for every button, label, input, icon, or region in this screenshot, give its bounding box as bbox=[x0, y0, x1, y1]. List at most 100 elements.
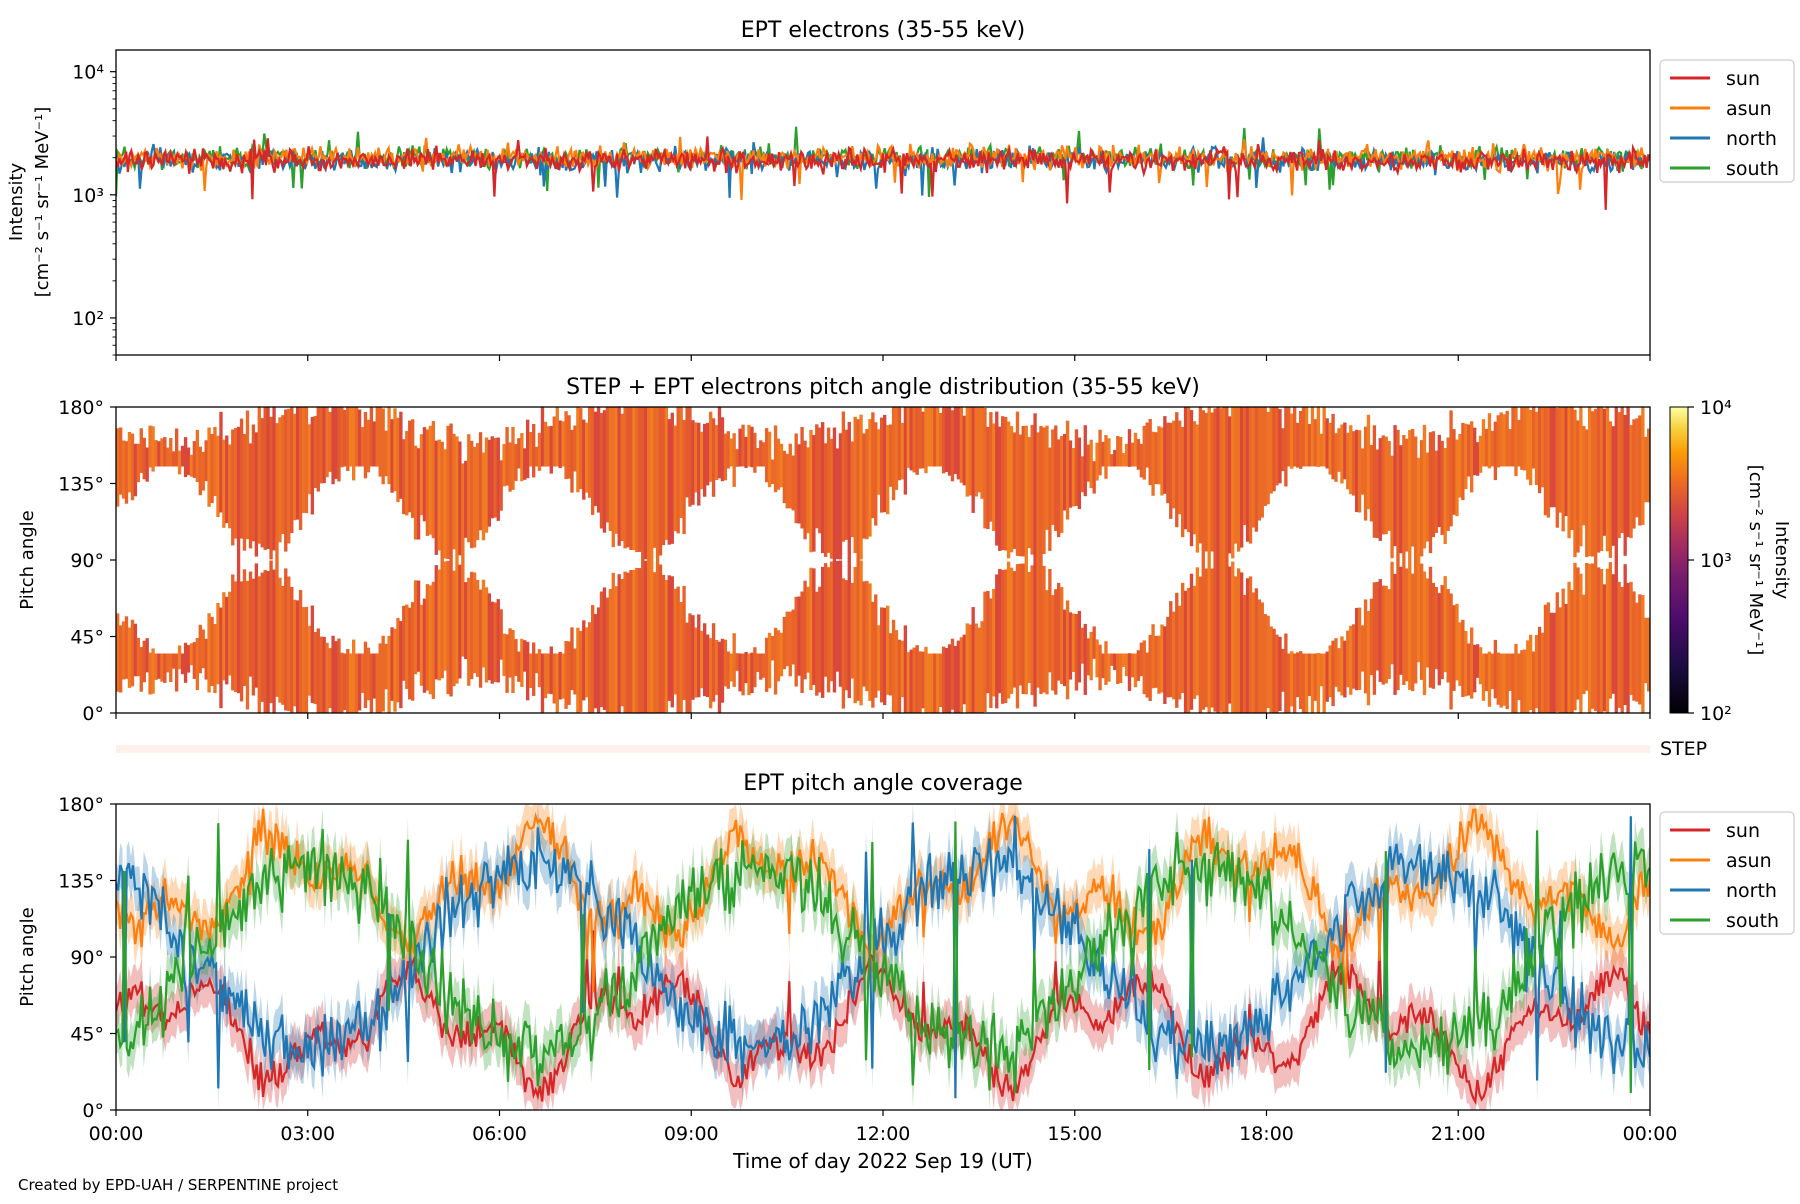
heat-cell bbox=[340, 652, 344, 713]
heat-cell bbox=[549, 426, 553, 474]
heat-cell bbox=[930, 653, 934, 713]
heat-cell bbox=[679, 602, 683, 713]
heat-cell bbox=[1419, 440, 1424, 557]
heat-cell bbox=[956, 407, 961, 480]
heat-cell bbox=[552, 416, 556, 467]
heat-cell bbox=[1127, 653, 1132, 691]
heat-cell bbox=[747, 653, 751, 696]
heat-cell bbox=[762, 653, 766, 678]
heat-cell bbox=[1151, 431, 1155, 496]
heat-cell bbox=[1192, 585, 1197, 699]
heat-cell bbox=[263, 570, 267, 713]
heat-cell bbox=[720, 638, 725, 703]
heat-cell bbox=[1623, 415, 1627, 556]
heat-cell bbox=[1360, 625, 1365, 672]
heat-cell bbox=[1608, 421, 1613, 558]
heat-cell bbox=[1257, 599, 1262, 713]
heat-cell bbox=[650, 560, 654, 713]
heat-cell bbox=[1048, 447, 1052, 551]
heat-cell bbox=[1594, 560, 1598, 712]
heat-cell bbox=[953, 407, 958, 475]
heat-cell bbox=[1071, 448, 1076, 507]
heat-cell bbox=[1443, 576, 1447, 673]
heat-cell bbox=[1263, 614, 1267, 713]
heat-cell bbox=[343, 409, 347, 467]
heat-cell bbox=[1124, 443, 1129, 467]
heat-cell bbox=[1080, 627, 1085, 664]
heat-cell bbox=[611, 407, 615, 548]
pitch-ytick-label: 90° bbox=[70, 947, 104, 969]
heat-cell bbox=[626, 407, 630, 548]
heat-cell bbox=[1452, 429, 1456, 515]
heat-cell bbox=[1166, 422, 1170, 504]
heat-cell bbox=[1585, 429, 1589, 558]
heat-cell bbox=[219, 411, 223, 513]
heat-cell bbox=[936, 407, 940, 467]
heat-cell bbox=[655, 407, 660, 560]
heat-cell bbox=[1189, 573, 1194, 710]
heat-cell bbox=[1304, 653, 1309, 713]
series-line-sun bbox=[116, 136, 1650, 210]
heat-cell bbox=[732, 433, 736, 487]
heat-cell bbox=[644, 560, 648, 713]
heat-cell bbox=[1328, 645, 1332, 698]
heat-cell bbox=[508, 442, 512, 492]
heat-cell bbox=[1617, 412, 1621, 539]
heat-cell bbox=[198, 446, 202, 496]
heat-cell bbox=[422, 598, 427, 693]
heat-cell bbox=[363, 412, 368, 479]
panel3-plot-area bbox=[116, 804, 1650, 1110]
heat-cell bbox=[558, 420, 562, 469]
heat-cell bbox=[216, 435, 220, 517]
heat-cell bbox=[1393, 573, 1397, 695]
heat-cell bbox=[880, 417, 884, 513]
heat-cell bbox=[1163, 626, 1167, 704]
heat-cell bbox=[416, 580, 421, 672]
heat-cell bbox=[1089, 439, 1093, 489]
heat-cell bbox=[747, 424, 751, 467]
heat-cell bbox=[1402, 435, 1406, 560]
heat-cell bbox=[514, 639, 518, 676]
heat-cell bbox=[585, 422, 589, 493]
heat-cell bbox=[1245, 407, 1250, 542]
heat-cell bbox=[1210, 412, 1214, 552]
heat-cell bbox=[765, 637, 769, 692]
heat-cell bbox=[883, 414, 887, 513]
heat-cell bbox=[1576, 420, 1580, 553]
heat-cell bbox=[496, 599, 500, 683]
heat-cell bbox=[992, 588, 996, 697]
heat-cell bbox=[1437, 593, 1441, 686]
heat-cell bbox=[694, 627, 698, 698]
heat-cell bbox=[1290, 651, 1294, 707]
heat-cell bbox=[868, 419, 872, 537]
heat-cell bbox=[912, 407, 916, 473]
heat-cell bbox=[1449, 593, 1453, 710]
heat-cell bbox=[1124, 653, 1129, 677]
heat-cell bbox=[1352, 431, 1356, 496]
heat-cell bbox=[431, 581, 436, 699]
heat-cell bbox=[411, 419, 415, 518]
heat-cell bbox=[1502, 653, 1506, 706]
heat-cell bbox=[1113, 449, 1117, 467]
heat-cell bbox=[526, 419, 530, 479]
heat-cell bbox=[1632, 591, 1636, 701]
heat-cell bbox=[455, 560, 459, 684]
heat-cell bbox=[428, 585, 433, 695]
heat-cell bbox=[520, 433, 524, 482]
heat-cell bbox=[1169, 422, 1173, 519]
heat-cell bbox=[1396, 429, 1400, 560]
heat-cell bbox=[1635, 602, 1639, 702]
heat-cell bbox=[413, 580, 418, 675]
heat-cell bbox=[484, 437, 489, 533]
heat-cell bbox=[1116, 436, 1120, 467]
heat-cell bbox=[543, 653, 548, 699]
heat-cell bbox=[411, 602, 415, 701]
heat-cell bbox=[1228, 416, 1232, 554]
panel3-x-axis: 00:00 03:00 06:00 09:00 12:00 15:00 18:00 21:00… bbox=[89, 1110, 1677, 1145]
heat-cell bbox=[1349, 625, 1353, 695]
heat-cell bbox=[670, 576, 674, 708]
heat-cell bbox=[785, 611, 789, 667]
heat-cell bbox=[1478, 647, 1483, 685]
heat-cell bbox=[499, 609, 503, 660]
